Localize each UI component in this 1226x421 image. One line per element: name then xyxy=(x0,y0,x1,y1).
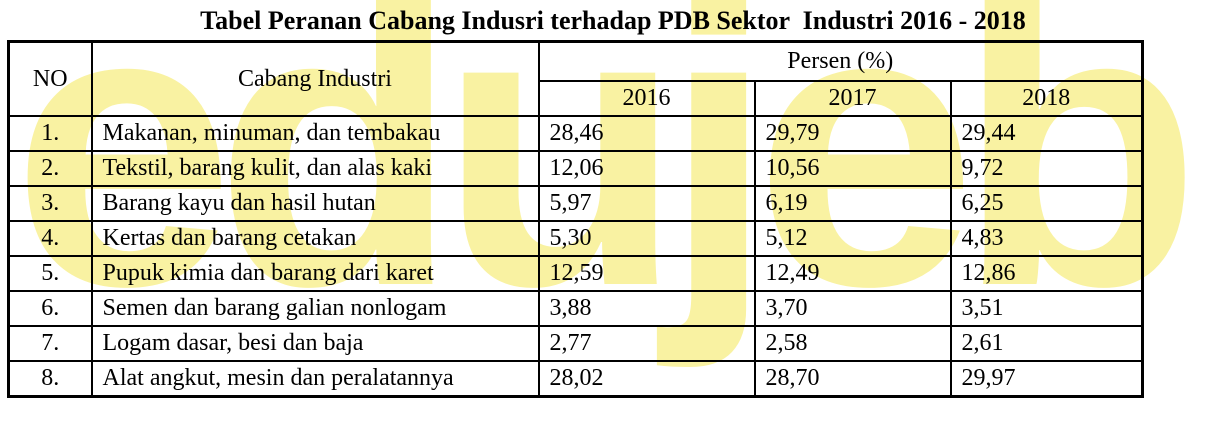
table-row: 3. Barang kayu dan hasil hutan 5,97 6,19… xyxy=(7,185,1144,222)
value-2016: 3,88 xyxy=(537,290,756,327)
industry-name: Kertas dan barang cetakan xyxy=(90,220,540,257)
col-header-no: NO xyxy=(7,40,93,117)
value-2017: 2,58 xyxy=(753,325,952,362)
value-2016: 12,59 xyxy=(537,255,756,292)
value-2018: 9,72 xyxy=(949,150,1144,187)
row-number: 3. xyxy=(7,185,93,222)
value-2017: 29,79 xyxy=(753,115,952,152)
value-2016: 5,30 xyxy=(537,220,756,257)
industry-name: Logam dasar, besi dan baja xyxy=(90,325,540,362)
value-2016: 2,77 xyxy=(537,325,756,362)
value-2018: 4,83 xyxy=(949,220,1144,257)
value-2017: 12,49 xyxy=(753,255,952,292)
value-2018: 29,97 xyxy=(949,360,1144,397)
value-2018: 29,44 xyxy=(949,115,1144,152)
col-header-industry: Cabang Industri xyxy=(90,40,540,117)
table-row: 4. Kertas dan barang cetakan 5,30 5,12 4… xyxy=(7,220,1144,257)
industry-name: Barang kayu dan hasil hutan xyxy=(90,185,540,222)
row-number: 6. xyxy=(7,290,93,327)
value-2017: 6,19 xyxy=(753,185,952,222)
industry-name: Tekstil, barang kulit, dan alas kaki xyxy=(90,150,540,187)
industry-share-table: NO Cabang Industri Persen (%) 2016 2017 … xyxy=(7,40,1144,398)
value-2016: 5,97 xyxy=(537,185,756,222)
page-title: Tabel Peranan Cabang Indusri terhadap PD… xyxy=(200,6,1026,35)
value-2018: 6,25 xyxy=(949,185,1144,222)
value-2018: 3,51 xyxy=(949,290,1144,327)
industry-name: Alat angkut, mesin dan peralatannya xyxy=(90,360,540,397)
col-header-2018: 2018 xyxy=(949,80,1144,117)
row-number: 2. xyxy=(7,150,93,187)
industry-name: Pupuk kimia dan barang dari karet xyxy=(90,255,540,292)
value-2017: 10,56 xyxy=(753,150,952,187)
row-number: 1. xyxy=(7,115,93,152)
row-number: 8. xyxy=(7,360,93,397)
row-number: 5. xyxy=(7,255,93,292)
value-2017: 3,70 xyxy=(753,290,952,327)
header-row-years: 2016 2017 2018 xyxy=(9,80,1144,117)
value-2016: 28,02 xyxy=(537,360,756,397)
table-row: 6. Semen dan barang galian nonlogam 3,88… xyxy=(7,290,1144,327)
value-2017: 5,12 xyxy=(753,220,952,257)
table-row: 2. Tekstil, barang kulit, dan alas kaki … xyxy=(7,150,1144,187)
col-header-percent-group: Persen (%) xyxy=(537,40,1144,82)
value-2016: 28,46 xyxy=(537,115,756,152)
industry-name: Makanan, minuman, dan tembakau xyxy=(90,115,540,152)
col-header-2017: 2017 xyxy=(753,80,952,117)
industry-name: Semen dan barang galian nonlogam xyxy=(90,290,540,327)
row-number: 7. xyxy=(7,325,93,362)
col-header-2016: 2016 xyxy=(537,80,756,117)
value-2016: 12,06 xyxy=(537,150,756,187)
table-row: 5. Pupuk kimia dan barang dari karet 12,… xyxy=(7,255,1144,292)
row-number: 4. xyxy=(7,220,93,257)
header-row-top: NO Cabang Industri Persen (%) xyxy=(7,40,1144,117)
value-2018: 12,86 xyxy=(949,255,1144,292)
table-row: 7. Logam dasar, besi dan baja 2,77 2,58 … xyxy=(7,325,1144,362)
value-2017: 28,70 xyxy=(753,360,952,397)
table-row: 1. Makanan, minuman, dan tembakau 28,46 … xyxy=(7,115,1144,152)
table-row: 8. Alat angkut, mesin dan peralatannya 2… xyxy=(7,360,1144,397)
value-2018: 2,61 xyxy=(949,325,1144,362)
